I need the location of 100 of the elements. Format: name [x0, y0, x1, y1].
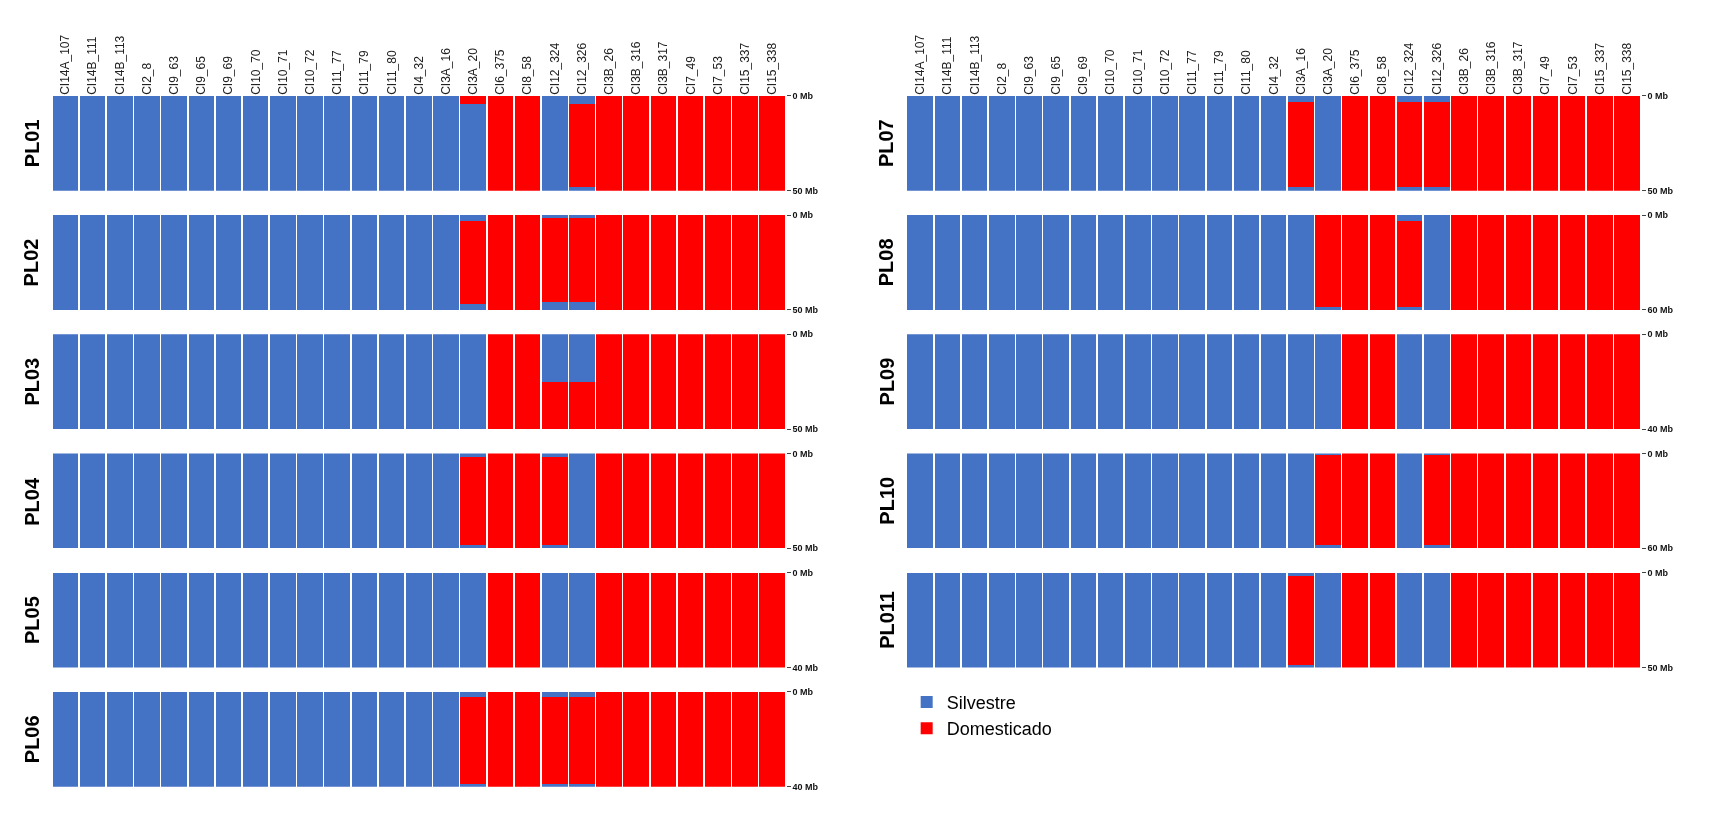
bar	[1097, 95, 1124, 191]
bar	[677, 95, 704, 191]
y-tick-label: 0 Mb	[792, 329, 814, 340]
y-tick-label: 50 Mb	[1647, 662, 1674, 673]
x-tick-label: CI3A_20	[1320, 47, 1335, 95]
bar	[1233, 95, 1260, 191]
y-tick-label: 0 Mb	[792, 91, 814, 102]
y-tick-label: 0 Mb	[792, 210, 814, 221]
bar	[1369, 215, 1396, 310]
bar	[650, 215, 677, 310]
bar	[242, 215, 269, 310]
bar	[934, 95, 961, 191]
bar	[215, 453, 242, 549]
bar	[378, 691, 405, 787]
bar	[52, 215, 79, 310]
bar	[1206, 95, 1233, 191]
bar	[934, 215, 961, 310]
y-tick-label: 50 Mb	[792, 543, 819, 554]
x-tick-label: CI4_32	[1266, 55, 1281, 95]
x-tick-label: CI8_58	[520, 55, 535, 95]
bar	[188, 453, 215, 549]
bar	[1288, 575, 1314, 665]
bar	[351, 215, 378, 310]
bar	[215, 95, 242, 191]
bar	[1532, 572, 1559, 668]
bar	[1423, 572, 1450, 668]
x-tick-label: CI9_63	[1021, 55, 1036, 95]
bar	[650, 691, 677, 787]
bar	[351, 453, 378, 549]
y-tick-label: 0 Mb	[1647, 91, 1669, 102]
bar	[52, 453, 79, 549]
y-tick-label: 0 Mb	[1647, 567, 1669, 578]
bar	[1532, 453, 1559, 549]
x-tick-label: CI11_80	[384, 50, 399, 95]
x-tick-label: CI3B_316	[629, 41, 644, 95]
legend-label: Domesticado	[946, 719, 1052, 740]
x-tick-label: CI3B_317	[656, 41, 671, 95]
bar	[514, 215, 541, 310]
bar	[460, 696, 486, 785]
x-tick-label: CI3B_316	[1484, 41, 1499, 95]
bar	[1396, 215, 1423, 222]
bar	[487, 215, 514, 310]
bar	[188, 215, 215, 310]
legend-label: Silvestre	[946, 692, 1016, 713]
bar	[934, 453, 961, 549]
bar	[1559, 453, 1586, 549]
x-tick-label: CI9_65	[194, 55, 209, 95]
x-tick-label: CI8_58	[1375, 55, 1390, 95]
bar	[487, 453, 514, 549]
bar	[1206, 453, 1233, 549]
bar	[1396, 95, 1423, 102]
x-tick-label: CI10_70	[1103, 49, 1118, 95]
bar	[961, 215, 988, 310]
x-tick-label: CI15_338	[765, 42, 780, 95]
x-tick-label: CI14B_111	[85, 36, 100, 95]
y-tick-label: 50 Mb	[792, 305, 819, 316]
x-tick-label: CI3B_317	[1511, 41, 1526, 95]
bar	[650, 95, 677, 191]
x-tick-label: CI14A_107	[913, 34, 928, 95]
bar	[650, 453, 677, 549]
x-tick-label: CI10_72	[1157, 49, 1172, 95]
bar	[961, 572, 988, 668]
x-tick-label: CI14B_111	[940, 36, 955, 95]
bar	[514, 453, 541, 549]
bar	[242, 691, 269, 787]
bar	[1532, 95, 1559, 191]
bar	[1070, 453, 1097, 549]
y-tick-label: 0 Mb	[1647, 329, 1669, 340]
bar	[1559, 215, 1586, 310]
bar	[677, 453, 704, 549]
bar	[1206, 215, 1233, 310]
bar	[1423, 95, 1450, 102]
bar	[1206, 572, 1233, 668]
x-tick-label: CI11_79	[357, 50, 372, 95]
bar	[1260, 572, 1287, 668]
y-tick-label: 40 Mb	[792, 781, 819, 792]
x-tick-label: CI10_71	[1130, 49, 1145, 95]
text: PL10	[875, 476, 898, 525]
x-tick-label: CI10_72	[302, 49, 317, 95]
bar	[487, 95, 514, 191]
bar	[1369, 453, 1396, 549]
bar	[1288, 101, 1314, 187]
x-tick-label: CI6_375	[1348, 49, 1363, 95]
bar	[1396, 306, 1423, 310]
text: PL06	[20, 715, 43, 764]
y-tick-label: 0 Mb	[792, 687, 814, 698]
y-tick-label: 40 Mb	[792, 662, 819, 673]
x-tick-label: CI11_77	[330, 50, 345, 95]
x-tick-label: CI2_8	[994, 62, 1009, 95]
bar	[907, 215, 934, 310]
bar	[1505, 453, 1532, 549]
x-tick-label: CI6_375	[493, 49, 508, 95]
bar	[215, 215, 242, 310]
bar	[79, 215, 106, 310]
bar	[188, 95, 215, 191]
x-tick-label: CI9_63	[167, 55, 182, 95]
bar	[79, 691, 106, 787]
bar	[487, 691, 514, 787]
bar	[378, 453, 405, 549]
y-tick-label: 60 Mb	[1647, 543, 1674, 554]
